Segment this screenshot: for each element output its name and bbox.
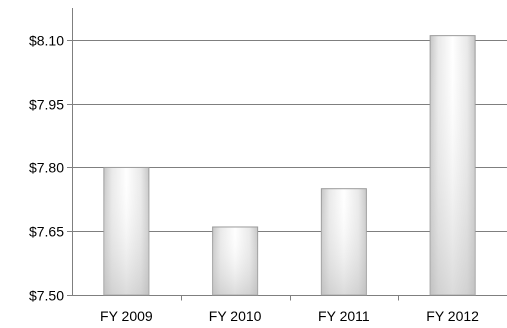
- x-tick-label: FY 2009: [100, 308, 153, 324]
- bar: [320, 188, 367, 296]
- y-tick-label: $7.50: [29, 288, 64, 304]
- y-tick-label: $7.80: [29, 160, 64, 176]
- x-tick-label: FY 2012: [426, 308, 479, 324]
- x-tick-label: FY 2010: [209, 308, 262, 324]
- bar-shade: [430, 35, 476, 296]
- bar-shade: [212, 226, 258, 295]
- bar: [212, 226, 259, 296]
- y-tick-label: $8.10: [29, 33, 64, 49]
- bar-shade: [321, 188, 367, 295]
- x-tick-label: FY 2011: [318, 308, 370, 324]
- bar-shade: [103, 167, 149, 295]
- y-tick-label: $7.65: [29, 224, 64, 240]
- y-tick-label: $7.95: [29, 97, 64, 113]
- tick-labels: $7.50 $7.65 $7.80 $7.95 $8.10 FY 2009 FY 2010 F…: [29, 33, 479, 325]
- bar: [103, 166, 150, 296]
- bar: [429, 35, 476, 296]
- bars: [103, 35, 476, 296]
